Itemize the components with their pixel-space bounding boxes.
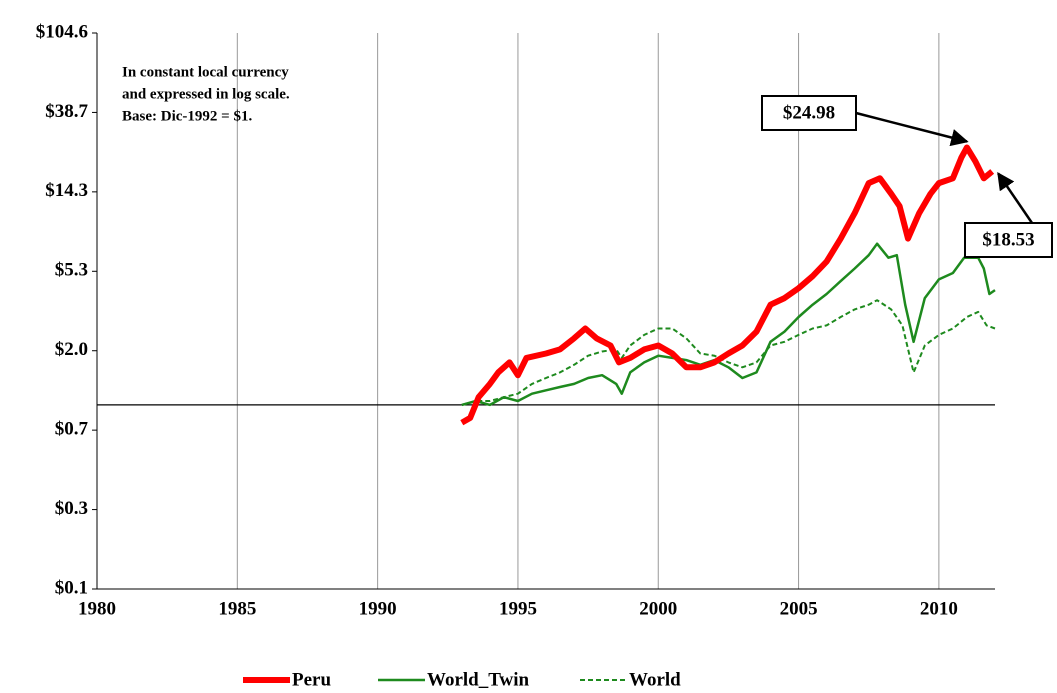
note: Base: Dic-1992 = $1. — [122, 108, 252, 124]
series-line — [461, 299, 996, 406]
y-tick-label: $14.3 — [45, 180, 88, 201]
legend-label: World — [629, 669, 681, 690]
plot — [460, 144, 996, 426]
x-tick-label: 2010 — [920, 598, 958, 619]
y-tick-label: $38.7 — [45, 101, 88, 122]
y-tick-label: $0.3 — [55, 498, 88, 519]
callout-box — [964, 222, 1053, 258]
x-tick-label: 1980 — [78, 598, 116, 619]
x-tick-label: 1990 — [359, 598, 397, 619]
y-tick-label: $104.6 — [36, 21, 88, 42]
callout-arrow — [855, 111, 969, 147]
legend-label: World_Twin — [427, 669, 529, 690]
series-line — [460, 144, 995, 426]
callout-arrow — [997, 171, 1034, 224]
y-tick-label: $5.3 — [55, 260, 88, 281]
x-tick-label: 1995 — [499, 598, 537, 619]
callout-label: $24.98 — [783, 102, 835, 123]
note: In constant local currency — [122, 64, 289, 80]
y-tick-label: $2.0 — [55, 339, 88, 360]
note: and expressed in log scale. — [122, 86, 290, 102]
x-tick-label: 2005 — [780, 598, 818, 619]
y-tick-label: $0.1 — [55, 577, 88, 598]
series-line — [461, 242, 996, 407]
callout-label: $18.53 — [982, 229, 1034, 250]
x-tick-label: 1985 — [218, 598, 256, 619]
legend-label: Peru — [292, 669, 331, 690]
y-tick-label: $0.7 — [55, 419, 89, 440]
x-tick-label: 2000 — [639, 598, 677, 619]
